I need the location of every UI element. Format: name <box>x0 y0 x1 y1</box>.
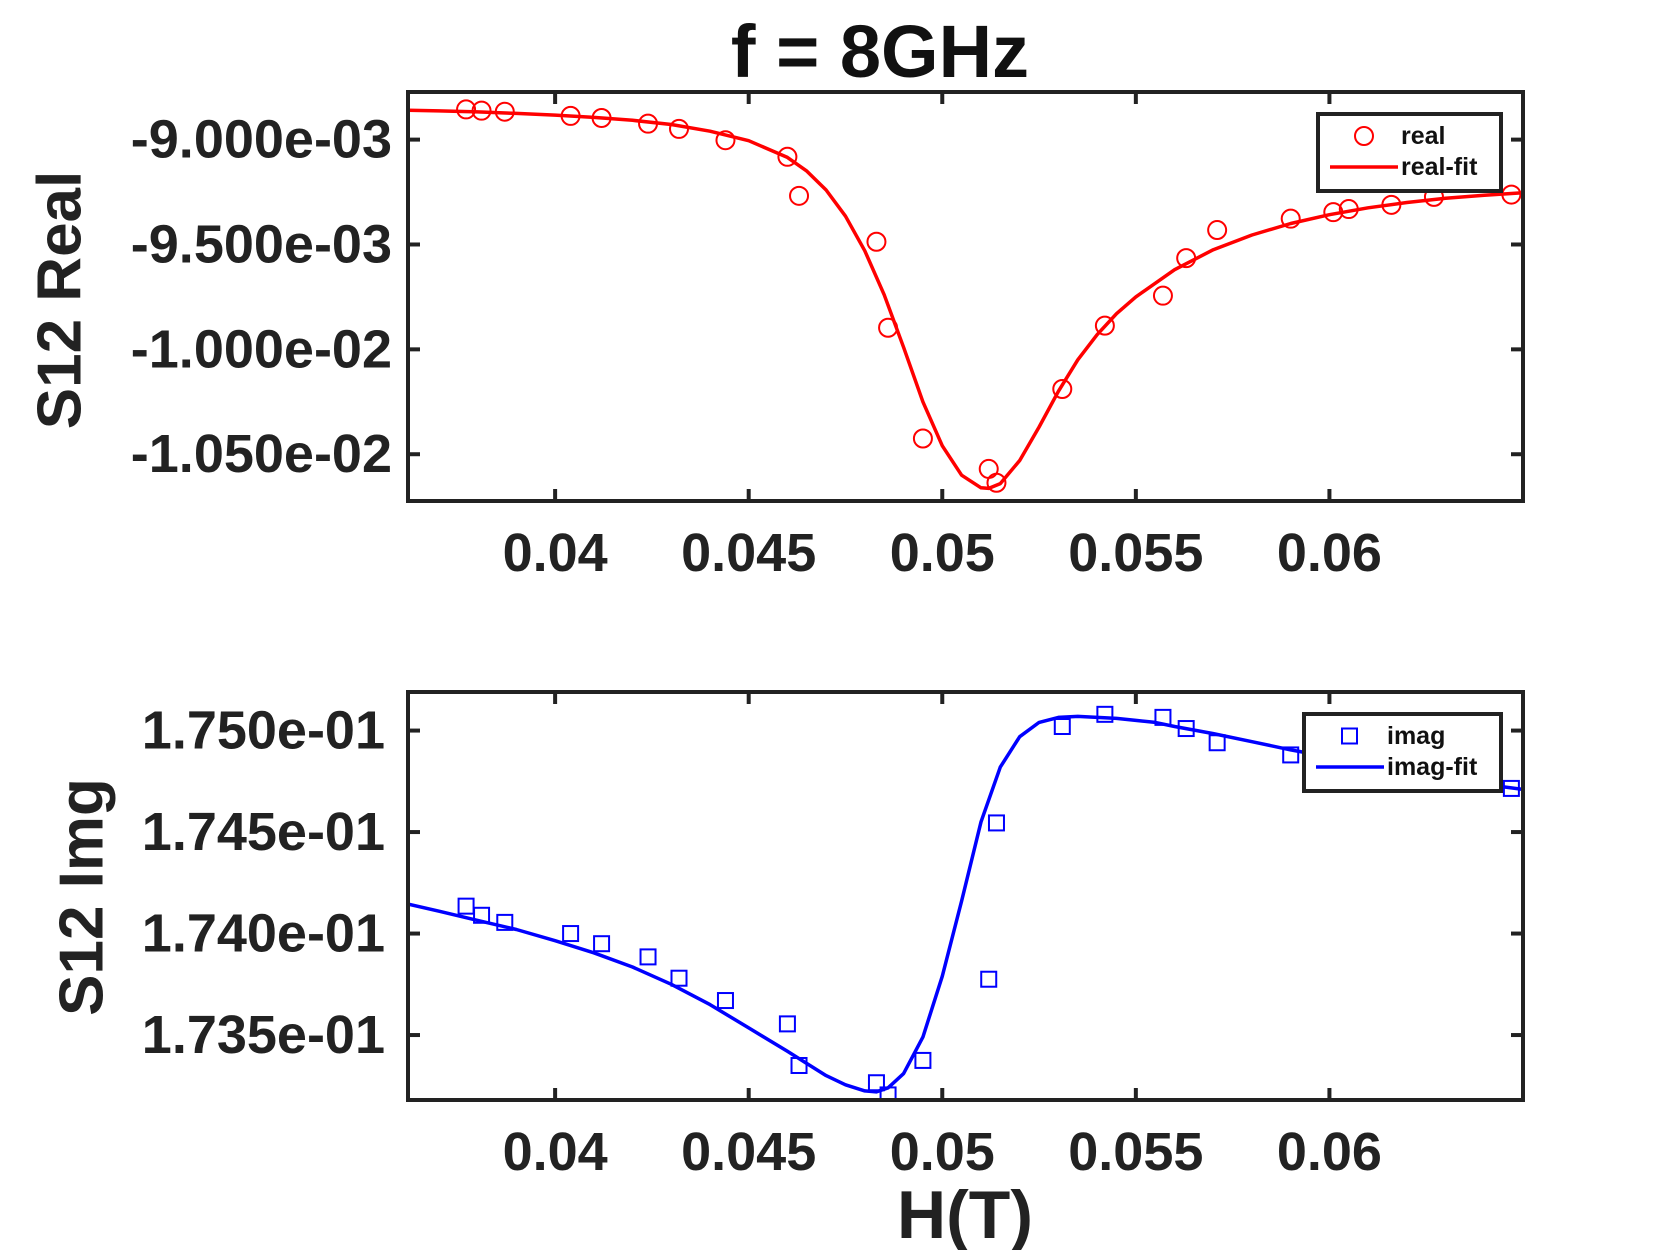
data-point <box>986 472 1007 493</box>
data-point <box>471 100 492 121</box>
data-point <box>591 108 612 129</box>
data-point <box>670 969 688 987</box>
data-point <box>456 99 477 120</box>
data-point <box>562 925 580 943</box>
y-axis-label: S12 Img <box>48 778 117 1016</box>
x-tick-label: 0.055 <box>1068 1122 1203 1182</box>
plot-area <box>408 99 1523 493</box>
data-point <box>1381 194 1402 215</box>
y-tick-label: 1.735e-01 <box>142 1005 385 1065</box>
data-point <box>473 906 491 924</box>
x-tick-label: 0.05 <box>890 1122 995 1182</box>
data-point <box>914 1051 932 1069</box>
data-point <box>669 118 690 139</box>
data-point <box>1502 779 1520 797</box>
plot-area <box>408 705 1523 1100</box>
x-tick-label: 0.045 <box>681 1122 816 1182</box>
series-line-real-fit <box>408 108 1523 491</box>
x-tick-label: 0.04 <box>503 523 608 583</box>
x-tick-label: 0.04 <box>503 1122 608 1182</box>
data-point <box>867 1074 885 1092</box>
data-point <box>778 1015 796 1033</box>
legend-label: imag <box>1387 722 1445 750</box>
legend-box <box>1316 112 1503 193</box>
legend: imag imag-fit <box>1302 712 1503 793</box>
y-tick-label: -9.000e-03 <box>131 110 392 170</box>
data-point <box>1053 718 1071 736</box>
axes-box <box>406 90 1525 503</box>
y-tick-label: -9.500e-03 <box>131 214 392 274</box>
data-point <box>593 935 611 953</box>
data-point <box>1501 184 1522 205</box>
data-point <box>639 948 657 966</box>
y-tick-label: -1.000e-02 <box>131 319 392 379</box>
x-tick-label: 0.06 <box>1277 523 1382 583</box>
data-point <box>1280 208 1301 229</box>
legend-label: real-fit <box>1401 153 1478 181</box>
data-point <box>1094 315 1115 336</box>
y-tick-label: 1.740e-01 <box>142 904 385 964</box>
legend: real real-fit <box>1316 112 1503 193</box>
data-point <box>1208 734 1226 752</box>
data-point <box>1177 720 1195 738</box>
data-point <box>496 913 514 931</box>
data-point <box>777 146 798 167</box>
x-tick-label: 0.055 <box>1068 523 1203 583</box>
data-point <box>789 185 810 206</box>
data-point <box>1323 202 1344 223</box>
data-point <box>560 105 581 126</box>
data-point <box>1096 705 1114 723</box>
data-point <box>790 1056 808 1074</box>
data-point <box>1176 248 1197 269</box>
legend-marker-swatch <box>1341 727 1358 745</box>
data-point <box>1338 199 1359 220</box>
series-line-imag-fit <box>408 714 1523 1094</box>
x-tick-label: 0.045 <box>681 523 816 583</box>
data-point <box>1152 285 1173 306</box>
data-point <box>866 231 887 252</box>
y-tick-label: -1.050e-02 <box>131 424 392 484</box>
data-point <box>716 992 734 1010</box>
legend-marker-swatch <box>1354 126 1374 146</box>
data-point <box>912 428 933 449</box>
y-tick-label: 1.750e-01 <box>142 701 385 761</box>
data-point <box>878 317 899 338</box>
x-tick-label: 0.05 <box>890 523 995 583</box>
data-point <box>1282 746 1300 764</box>
y-axis-label: S12 Real <box>26 171 95 430</box>
data-point <box>879 1086 897 1100</box>
data-point <box>715 130 736 151</box>
subplot-real: S12 Real 0.04 0.045 0.05 0.055 0.06 -9.000e-03… <box>26 90 1525 583</box>
data-point <box>987 814 1005 832</box>
x-tick-label: 0.06 <box>1277 1122 1382 1182</box>
figure-title: f = 8GHz <box>731 10 1029 93</box>
data-point <box>457 897 475 915</box>
data-point <box>1154 708 1172 726</box>
data-point <box>1052 378 1073 399</box>
y-tick-label: 1.745e-01 <box>142 802 385 862</box>
legend-label: real <box>1401 122 1445 150</box>
legend-box <box>1302 712 1503 793</box>
data-point <box>1207 220 1228 241</box>
axes-box <box>406 690 1525 1102</box>
data-point <box>980 970 998 988</box>
legend-label: imag-fit <box>1387 753 1478 781</box>
subplot-imag: S12 Img 0.04 0.045 0.05 0.055 0.06 1.735e-01 1.… <box>48 690 1525 1182</box>
data-point <box>494 101 515 122</box>
data-point <box>638 113 659 134</box>
x-axis-label: H(T) <box>897 1177 1033 1250</box>
